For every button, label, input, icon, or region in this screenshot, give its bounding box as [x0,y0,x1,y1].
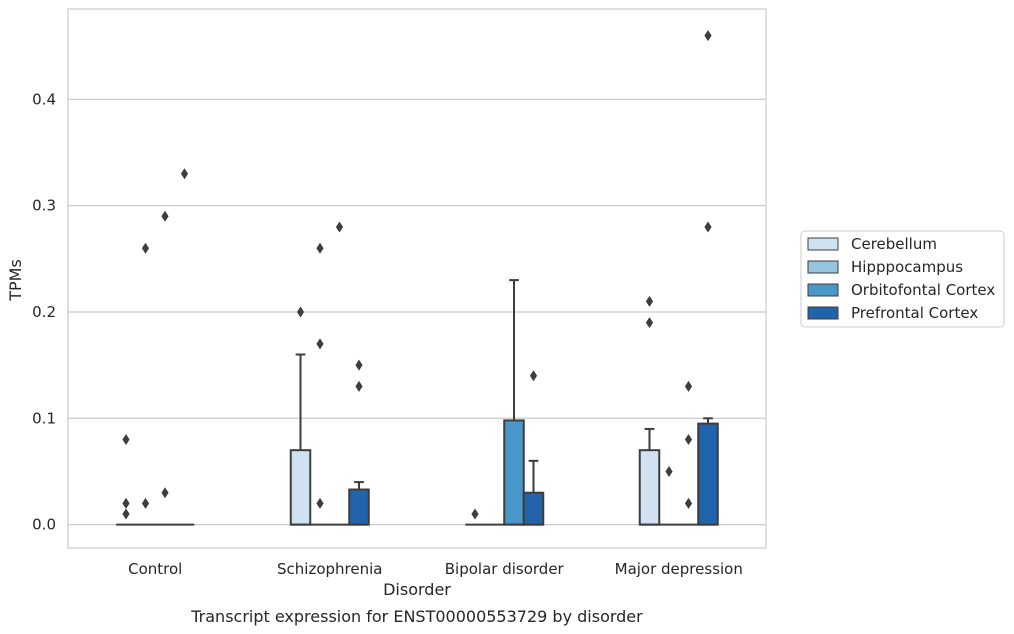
y-axis-label: TPMs [6,259,25,302]
outlier-point [704,221,712,233]
y-tick-label: 0.2 [32,303,56,321]
outlier-point [645,295,654,307]
box-body [522,491,545,526]
box-1-3 [659,465,679,526]
outlier-point [355,380,363,392]
outlier-point [122,497,130,509]
box-body [638,449,661,526]
y-tick-label: 0.0 [32,516,56,534]
outlier-point [316,497,324,509]
box-0-0 [116,434,136,526]
outlier-point [161,487,169,499]
box-1-0 [135,242,156,526]
chart-title: Transcript expression for ENST0000055372… [190,607,643,626]
outlier-point [335,221,344,233]
outlier-point [355,359,363,371]
box-0-2 [465,508,485,526]
legend-label: Cerebellum [851,235,937,253]
outlier-point [296,306,305,318]
x-axis-label: Disorder [383,580,451,599]
box-0-3 [638,295,661,526]
legend-label: Hipppocampus [851,258,963,276]
box-2-1 [329,221,350,526]
legend-swatch [807,237,839,251]
outlier-point [122,508,130,520]
outlier-point [684,497,693,509]
box-3-2 [522,370,545,526]
legend-frame [800,230,1005,328]
outlier-point [529,370,538,382]
x-tick-labels: Control Schizophrenia Bipolar disorder Majo… [128,560,743,578]
outlier-point [180,168,189,180]
legend-swatch [807,283,839,297]
x-tick-label: Control [128,560,182,578]
outlier-point [316,242,324,254]
x-tick-label: Bipolar disorder [445,560,565,578]
y-tick-labels: 0.0 0.1 0.2 0.3 0.4 [32,90,56,533]
legend-label: Orbitofontal Cortex [851,281,995,299]
box-3-1 [348,359,370,526]
y-tick-label: 0.1 [32,409,56,427]
box-3-3 [697,30,719,526]
box-body [348,488,370,526]
box-3-0 [174,168,195,526]
legend-label: Prefrontal Cortex [851,304,978,322]
box-body [289,449,312,526]
box-0-1 [289,306,312,526]
outlier-point [704,30,712,42]
outlier-point [471,508,479,520]
box-body [503,419,525,526]
outlier-point [141,242,150,254]
outlier-point [316,338,324,350]
outlier-point [645,317,654,329]
box-2-0 [155,210,175,526]
legend-swatch [807,260,839,274]
x-tick-label: Schizophrenia [277,560,382,578]
outlier-point [684,434,693,446]
box-1-1 [310,242,330,526]
boxes-layer [116,30,719,526]
y-tick-label: 0.3 [32,197,56,215]
outlier-point [141,497,150,509]
box-2-2 [503,279,525,526]
box-2-3 [678,380,699,526]
plot-frame [67,8,767,549]
box-body [697,422,719,526]
outlier-point [665,465,673,477]
x-tick-label: Major depression [615,560,743,578]
y-tick-label: 0.4 [32,90,56,108]
legend: Cerebellum Hipppocampus Orbitofontal Corte… [800,230,1005,328]
outlier-point [161,210,169,222]
legend-swatch [807,306,839,320]
outlier-point [122,434,130,446]
outlier-point [684,380,693,392]
